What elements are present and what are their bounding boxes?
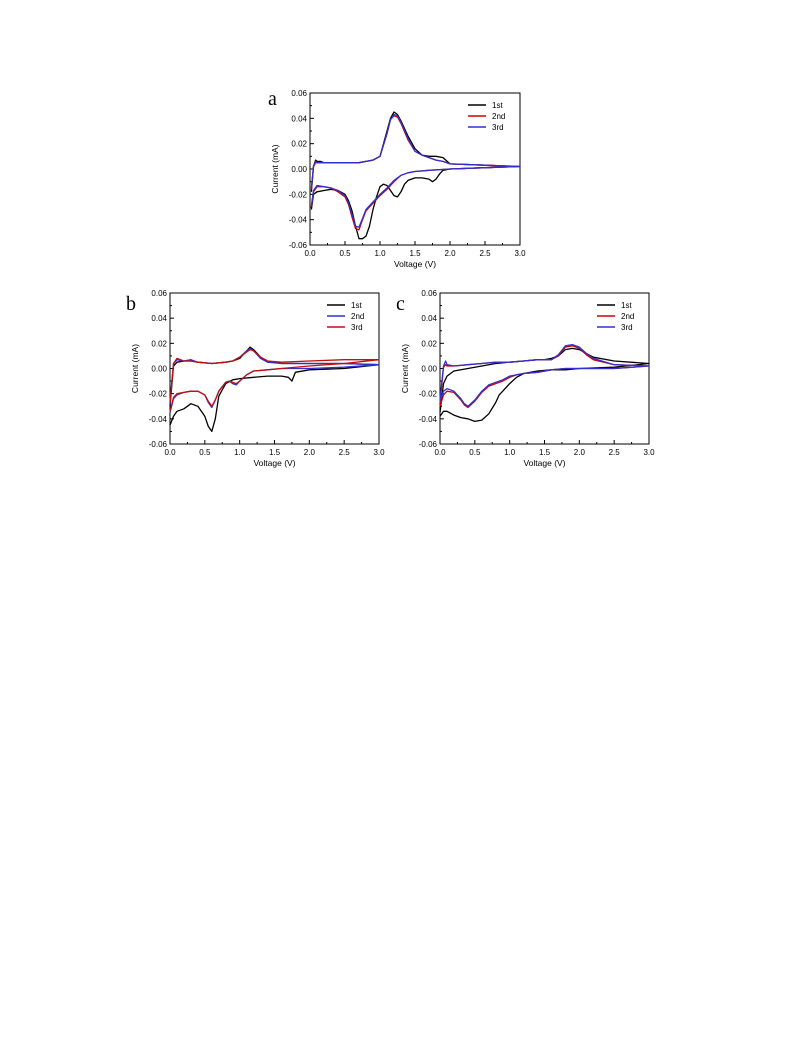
x-axis-label: Voltage (V) [253,458,295,468]
x-tick-label: 0.5 [199,448,211,457]
series-line-1st [310,111,521,240]
panel-letter: c [396,293,405,315]
y-axis-label: Current (mA) [400,344,410,393]
x-tick-label: 1.5 [409,249,421,258]
x-axis-label: Voltage (V) [523,458,565,468]
panel-letter: b [126,293,136,315]
y-tick-label: 0.04 [151,314,167,323]
chart-panel-a: a 0.0 0.5 1.0 1.5 2.0 2.5 3.0 0.06 0.04 0.02 0.00 -… [262,85,527,269]
cv-chart-c: 0.0 0.5 1.0 1.5 2.0 2.5 3.0 0.06 0.04 0.02 0.00 -0.… [400,289,655,468]
x-tick-label: 1.5 [539,448,551,457]
y-tick-label: 0.02 [421,339,437,348]
y-axis-label: Current (mA) [270,144,280,193]
y-tick-label: 0.02 [151,339,167,348]
x-tick-label: 0.0 [434,448,446,457]
y-tick-label: 0.00 [291,165,307,174]
x-tick-label: 2.0 [444,249,456,258]
x-tick-label: 1.5 [269,448,281,457]
y-tick-label: -0.06 [289,241,308,250]
x-tick-label: 3.0 [514,249,526,258]
series-line-2nd [439,345,650,409]
x-tick-label: 0.0 [164,448,176,457]
series-line-3rd [439,343,650,407]
y-tick-label: -0.04 [149,415,168,424]
legend-label: 1st [492,101,503,110]
legend-label: 2nd [351,312,364,321]
legend-label: 1st [621,301,632,310]
plot-frame [309,92,521,246]
x-tick-label: 0.5 [469,448,481,457]
y-tick-label: 0.04 [291,114,307,123]
x-axis-label: Voltage (V) [394,259,436,269]
x-tick-label: 3.0 [643,448,655,457]
y-tick-label: 0.00 [151,365,167,374]
y-tick-label: 0.00 [421,365,437,374]
chart-panel-b: b 0.0 0.5 1.0 1.5 2.0 2.5 3.0 0.06 0.04 0.02 0.00 -… [122,285,385,475]
y-tick-label: -0.04 [419,415,438,424]
x-tick-label: 0.5 [339,249,351,258]
series-line-3rd [310,113,521,228]
y-tick-label: 0.02 [291,140,307,149]
cv-chart-a: 0.0 0.5 1.0 1.5 2.0 2.5 3.0 0.06 0.04 0.02 0.00 -0.… [270,89,526,269]
x-tick-label: 2.0 [574,448,586,457]
y-tick-label: -0.02 [149,390,168,399]
legend-label: 2nd [492,112,505,121]
y-tick-label: -0.02 [289,190,308,199]
chart-panel-c: c 0.0 0.5 1.0 1.5 2.0 2.5 3.0 0.06 0.04 0.02 0.00 -… [392,285,657,475]
x-tick-label: 1.0 [234,448,246,457]
y-tick-label: 0.06 [421,289,437,298]
x-tick-label: 1.0 [504,448,516,457]
x-tick-label: 2.0 [304,448,316,457]
legend-label: 3rd [351,323,363,332]
y-tick-label: -0.02 [419,390,438,399]
y-axis-label: Current (mA) [130,344,140,393]
legend-label: 2nd [621,312,634,321]
series-line-3rd [169,348,380,412]
x-tick-label: 3.0 [373,448,385,457]
y-tick-label: 0.04 [421,314,437,323]
cv-chart-b: 0.0 0.5 1.0 1.5 2.0 2.5 3.0 0.06 0.04 0.02 0.00 -0.… [130,289,385,468]
x-tick-label: 0.0 [304,249,316,258]
panel-letter: a [268,88,277,110]
series-line-2nd [169,347,380,413]
series-line-2nd [310,115,521,231]
y-tick-label: 0.06 [151,289,167,298]
legend-label: 3rd [621,323,633,332]
y-tick-label: -0.06 [419,440,438,449]
y-tick-label: 0.06 [291,89,307,98]
y-tick-label: -0.06 [149,440,168,449]
x-tick-label: 2.5 [339,448,351,457]
x-tick-label: 1.0 [374,249,386,258]
legend-label: 1st [351,301,362,310]
legend-label: 3rd [492,123,504,132]
x-tick-label: 2.5 [609,448,621,457]
x-tick-label: 2.5 [479,249,491,258]
y-tick-label: -0.04 [289,216,308,225]
